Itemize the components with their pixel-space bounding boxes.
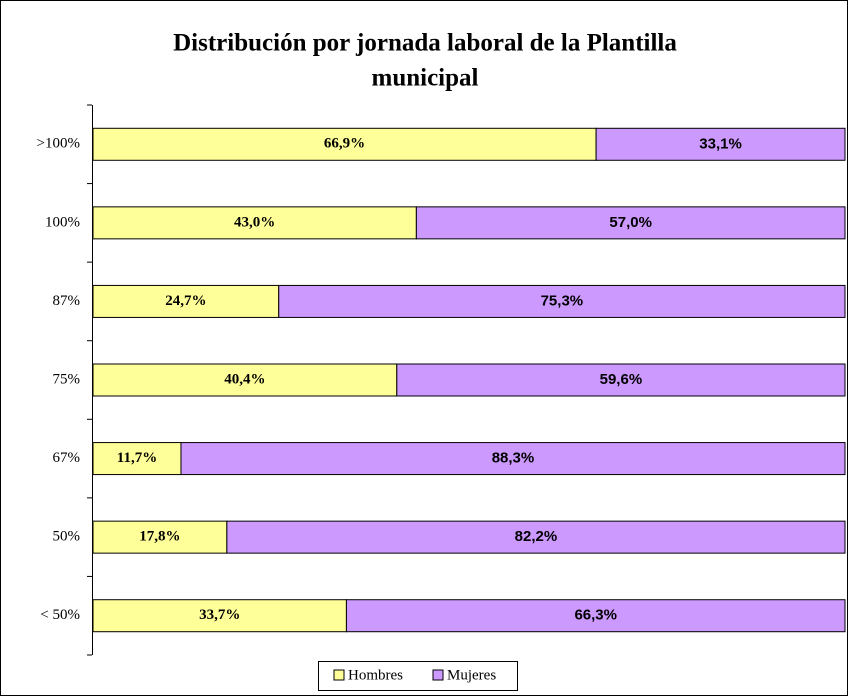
data-label: 75,3% [541,292,584,309]
y-tick-label: >100% [37,136,80,152]
bar-segment [278,284,846,318]
bar-segment [396,363,846,397]
y-tick-label: 87% [53,293,81,309]
y-tick-label: 50% [53,529,81,545]
legend-swatch [333,669,345,681]
data-label: 40,4% [224,371,265,387]
y-tick-label: 67% [53,450,81,466]
bar-segment [92,363,398,397]
data-label: 88,3% [492,450,535,467]
data-label: 82,2% [515,528,558,545]
data-label: 66,9% [324,136,365,152]
bar-segment [226,520,846,554]
chart-title: municipal [372,65,479,92]
data-label: 33,1% [699,135,742,152]
legend-label: Mujeres [447,667,496,683]
data-label: 11,7% [117,450,157,466]
bar-segment [92,599,347,633]
bar-segment [92,284,280,318]
data-label: 57,0% [609,214,652,231]
data-label: 17,8% [139,529,180,545]
data-label: 43,0% [234,214,275,230]
bar-segment [595,127,846,161]
data-label: 66,3% [574,607,617,624]
legend-label: Hombres [348,667,403,683]
bar-segment [180,442,846,476]
chart-title: Distribución por jornada laboral de la P… [173,30,677,57]
y-tick-label: 100% [45,214,80,230]
legend-swatch [432,669,444,681]
data-label: 59,6% [600,371,643,388]
bar-segment [345,599,846,633]
legend-box [318,661,518,691]
data-label: 24,7% [165,293,206,309]
bar-segment [92,206,417,240]
bar-segment [92,442,182,476]
bar-segment [92,520,228,554]
y-tick-label: 75% [53,371,81,387]
bar-segment [415,206,846,240]
data-label: 33,7% [199,607,240,623]
y-tick-label: < 50% [40,607,80,623]
